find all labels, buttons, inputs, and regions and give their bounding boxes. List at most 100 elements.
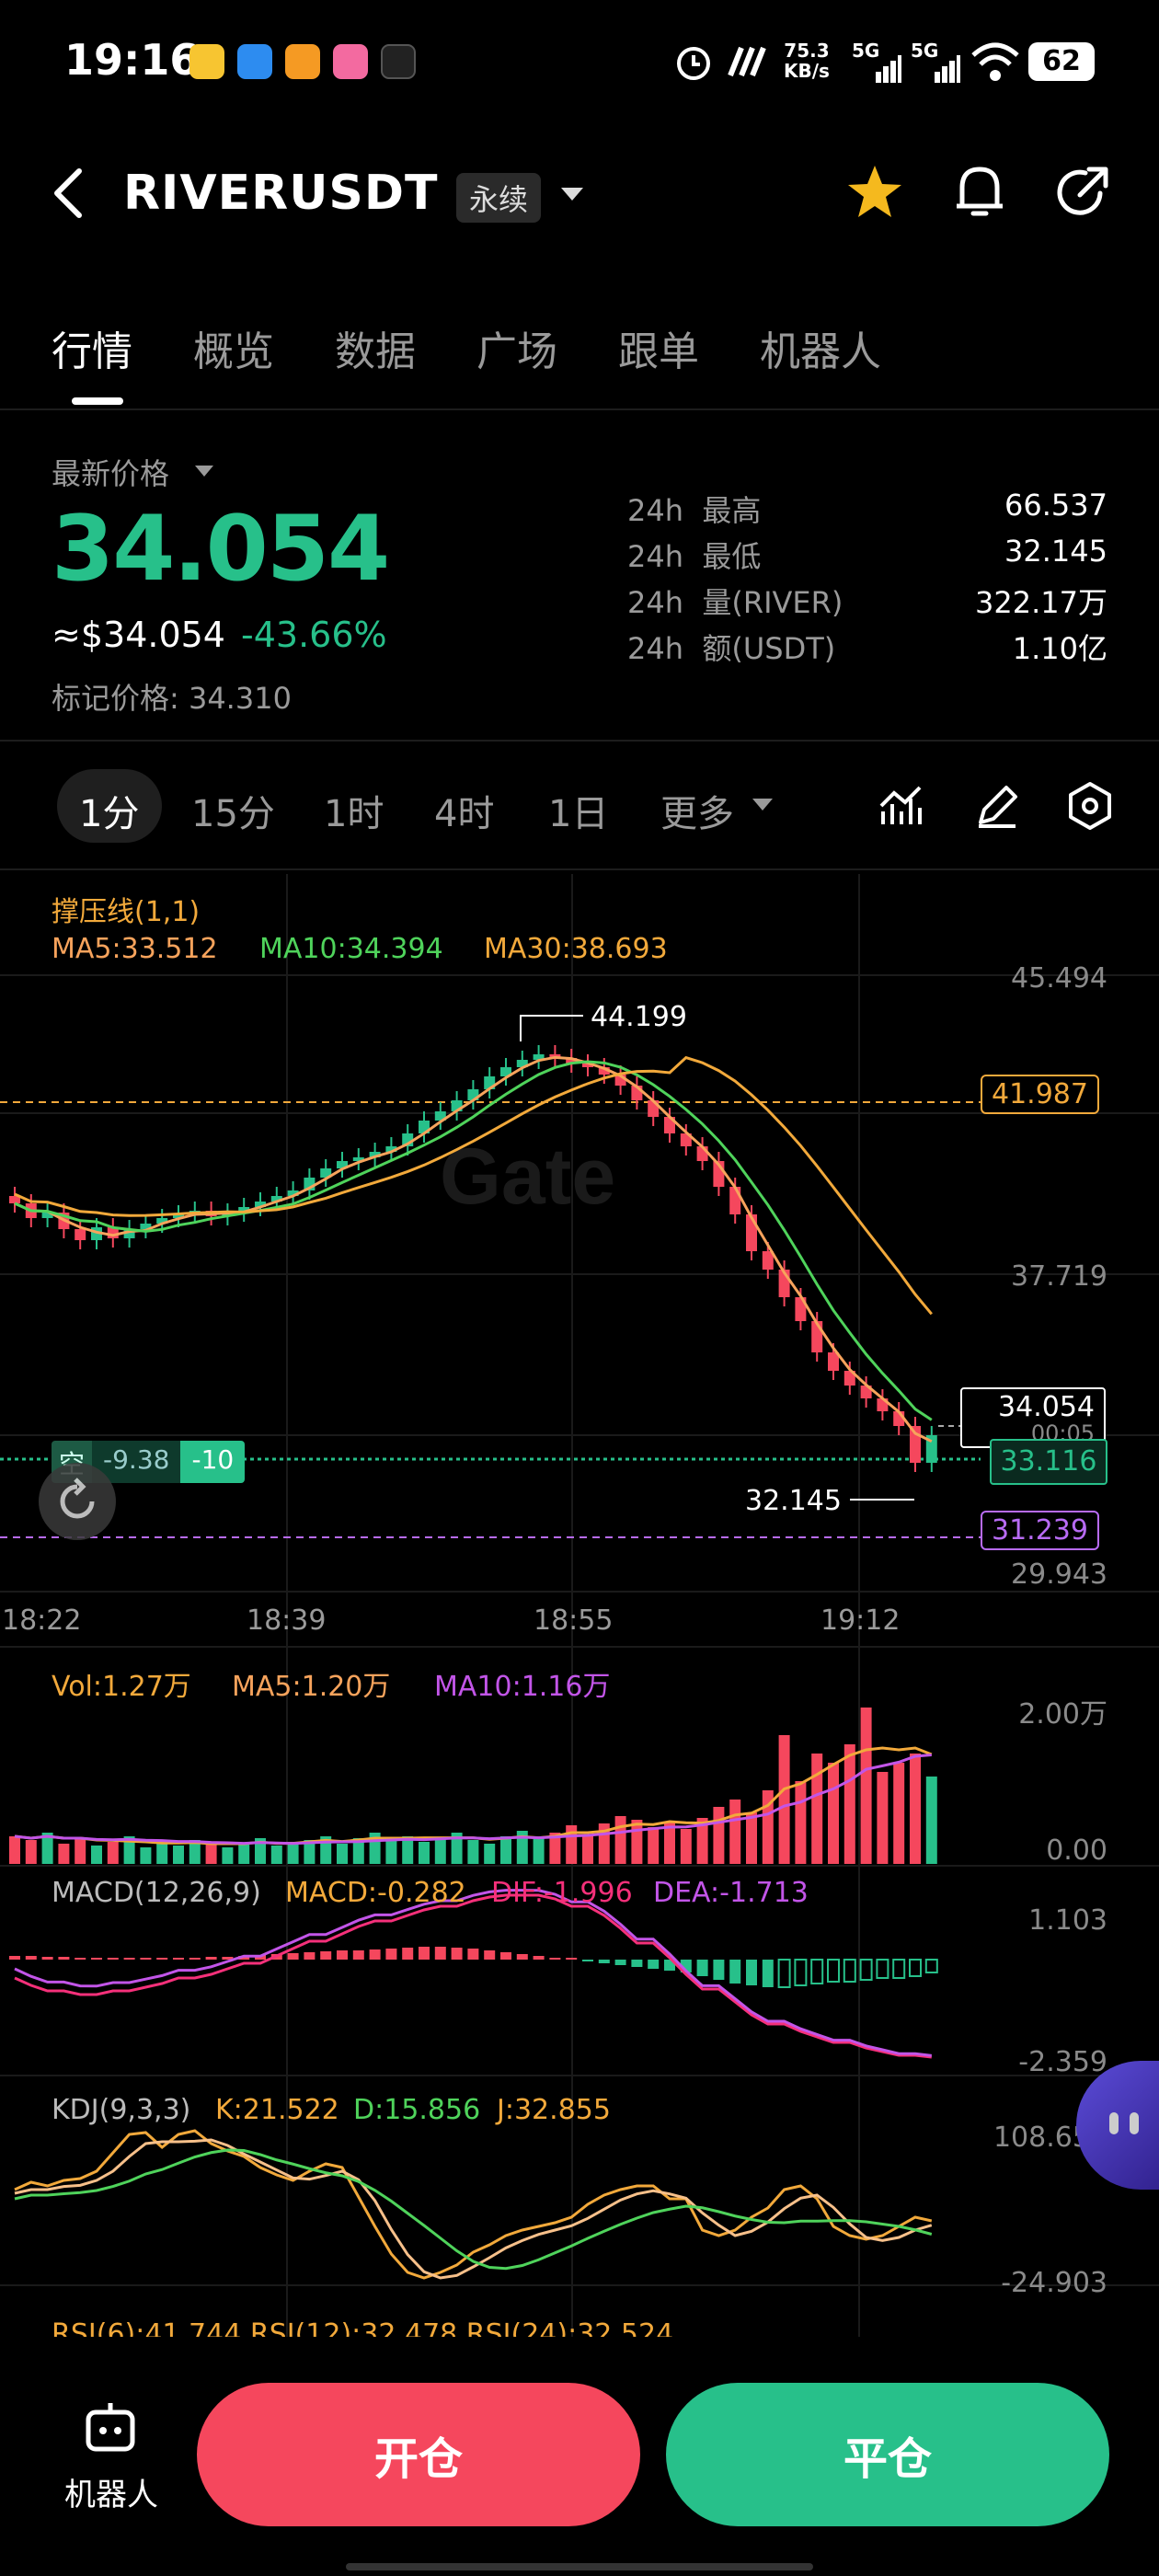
chart-grid: [0, 874, 1159, 2337]
divider: [0, 868, 1159, 870]
pair-title[interactable]: RIVERUSDT: [123, 166, 439, 221]
macd-bar: [419, 1947, 430, 1960]
home-indicator: [346, 2563, 813, 2570]
price-type-dropdown-icon[interactable]: [195, 466, 213, 477]
position-price-tag[interactable]: 33.116: [990, 1439, 1107, 1485]
volume-bar: [484, 1844, 496, 1864]
volume-bar: [910, 1754, 921, 1864]
candle-body: [598, 1067, 610, 1075]
macd-histogram: [9, 1947, 938, 1988]
chart-settings-icon[interactable]: [1065, 780, 1115, 832]
vol-axis-bottom: 0.00: [1046, 1834, 1107, 1867]
more-dropdown-icon[interactable]: [752, 799, 773, 811]
bell-icon[interactable]: [951, 162, 1008, 223]
wifi-icon: [971, 42, 1019, 81]
vol-axis-top: 2.00万: [1018, 1698, 1107, 1731]
macd-axis-top: 1.103: [1028, 1904, 1107, 1937]
interval-more[interactable]: 更多: [660, 793, 734, 835]
interval-1m[interactable]: 1分: [79, 793, 140, 835]
divider: [0, 740, 1159, 742]
contract-dropdown-icon[interactable]: [561, 188, 583, 201]
volume-bar: [41, 1833, 53, 1864]
macd-dif-label: DIF:-1.996: [491, 1877, 633, 1909]
volume-bar: [664, 1822, 675, 1864]
macd-bar: [859, 1959, 873, 1981]
volume-bar: [123, 1836, 135, 1864]
stat-low-label: 24h 最低: [627, 534, 761, 576]
volume-bar: [107, 1842, 119, 1864]
volume-bar: [352, 1838, 364, 1864]
tab-market[interactable]: 行情: [52, 328, 132, 375]
tab-square[interactable]: 广场: [476, 328, 557, 375]
macd-bar: [9, 1956, 20, 1960]
macd-bar: [189, 1958, 201, 1960]
price-type-label[interactable]: 最新价格: [52, 456, 170, 491]
rsi-labels: RSI(6):41.744 RSI(12):32.478 RSI(24):32.…: [52, 2318, 674, 2339]
macd-bar: [631, 1960, 643, 1967]
interval-4h[interactable]: 4时: [434, 793, 495, 835]
volume-bar: [713, 1807, 725, 1864]
macd-bar: [924, 1959, 938, 1973]
nfc-icon: [728, 46, 766, 77]
support-price-tag[interactable]: 31.239: [981, 1511, 1099, 1550]
macd-bar: [484, 1950, 496, 1960]
tab-bots[interactable]: 机器人: [760, 328, 881, 375]
favorite-star-icon[interactable]: [844, 162, 905, 223]
reader-app-icon: [285, 44, 320, 79]
kdj-title: KDJ(9,3,3): [52, 2094, 191, 2126]
volume-bar: [746, 1812, 757, 1864]
mail-app-icon: [189, 44, 224, 79]
floating-assistant-button[interactable]: [39, 1463, 116, 1540]
close-position-button[interactable]: 平仓: [666, 2383, 1109, 2526]
macd-bar: [385, 1949, 397, 1960]
share-icon[interactable]: [1054, 162, 1111, 223]
soul-app-icon: [381, 44, 416, 79]
kdj-j-line: [14, 2129, 933, 2280]
resistance-price-tag[interactable]: 41.987: [981, 1075, 1099, 1114]
volume-bar: [451, 1833, 463, 1864]
macd-bar: [533, 1956, 545, 1960]
candle-body: [729, 1187, 741, 1214]
macd-bar: [516, 1954, 528, 1960]
macd-bar: [843, 1959, 856, 1983]
back-arrow-icon[interactable]: [48, 166, 92, 221]
candle-body: [582, 1064, 593, 1067]
robot-label[interactable]: 机器人: [64, 2477, 158, 2513]
stat-prefix: 24h: [627, 631, 683, 666]
candle-body: [156, 1218, 168, 1224]
candle-body: [320, 1168, 332, 1178]
interval-15m[interactable]: 15分: [191, 793, 275, 835]
interval-1d[interactable]: 1日: [548, 793, 609, 835]
vol-label: Vol:1.27万: [52, 1671, 191, 1703]
position-qty: -10: [180, 1441, 246, 1483]
x-axis-time: 18:39: [247, 1604, 327, 1637]
tab-data[interactable]: 数据: [335, 328, 416, 375]
candle-body: [337, 1161, 348, 1168]
macd-axis-bottom: -2.359: [1018, 2046, 1107, 2078]
macd-bar: [304, 1952, 316, 1960]
candle-body: [369, 1152, 381, 1157]
volume-bar: [729, 1800, 741, 1864]
browser-app-icon: [237, 44, 272, 79]
candle-body: [238, 1207, 250, 1213]
contract-type-badge[interactable]: 永续: [456, 173, 542, 223]
indicator-icon[interactable]: [878, 784, 924, 830]
open-position-button[interactable]: 开仓: [197, 2383, 640, 2526]
macd-bar: [352, 1950, 364, 1960]
draw-pencil-icon[interactable]: [973, 782, 1021, 830]
kdj-axis-bottom: -24.903: [1001, 2267, 1107, 2299]
macd-bar: [337, 1950, 348, 1960]
support-indicator-title[interactable]: 撑压线(1,1): [52, 896, 201, 928]
macd-bar: [827, 1959, 840, 1983]
robot-icon[interactable]: [81, 2398, 140, 2456]
tab-overview[interactable]: 概览: [193, 328, 274, 375]
signal-1-label: 5G: [852, 40, 880, 62]
volume-bar: [140, 1847, 152, 1864]
candle-body: [352, 1157, 364, 1161]
ma5-line: [14, 1055, 933, 1443]
kline-chart[interactable]: Gate: [0, 874, 1159, 2337]
macd-bar: [777, 1959, 791, 1988]
tab-copy-trade[interactable]: 跟单: [618, 328, 699, 375]
macd-dif-line: [14, 1893, 932, 2059]
interval-1h[interactable]: 1时: [324, 793, 384, 835]
